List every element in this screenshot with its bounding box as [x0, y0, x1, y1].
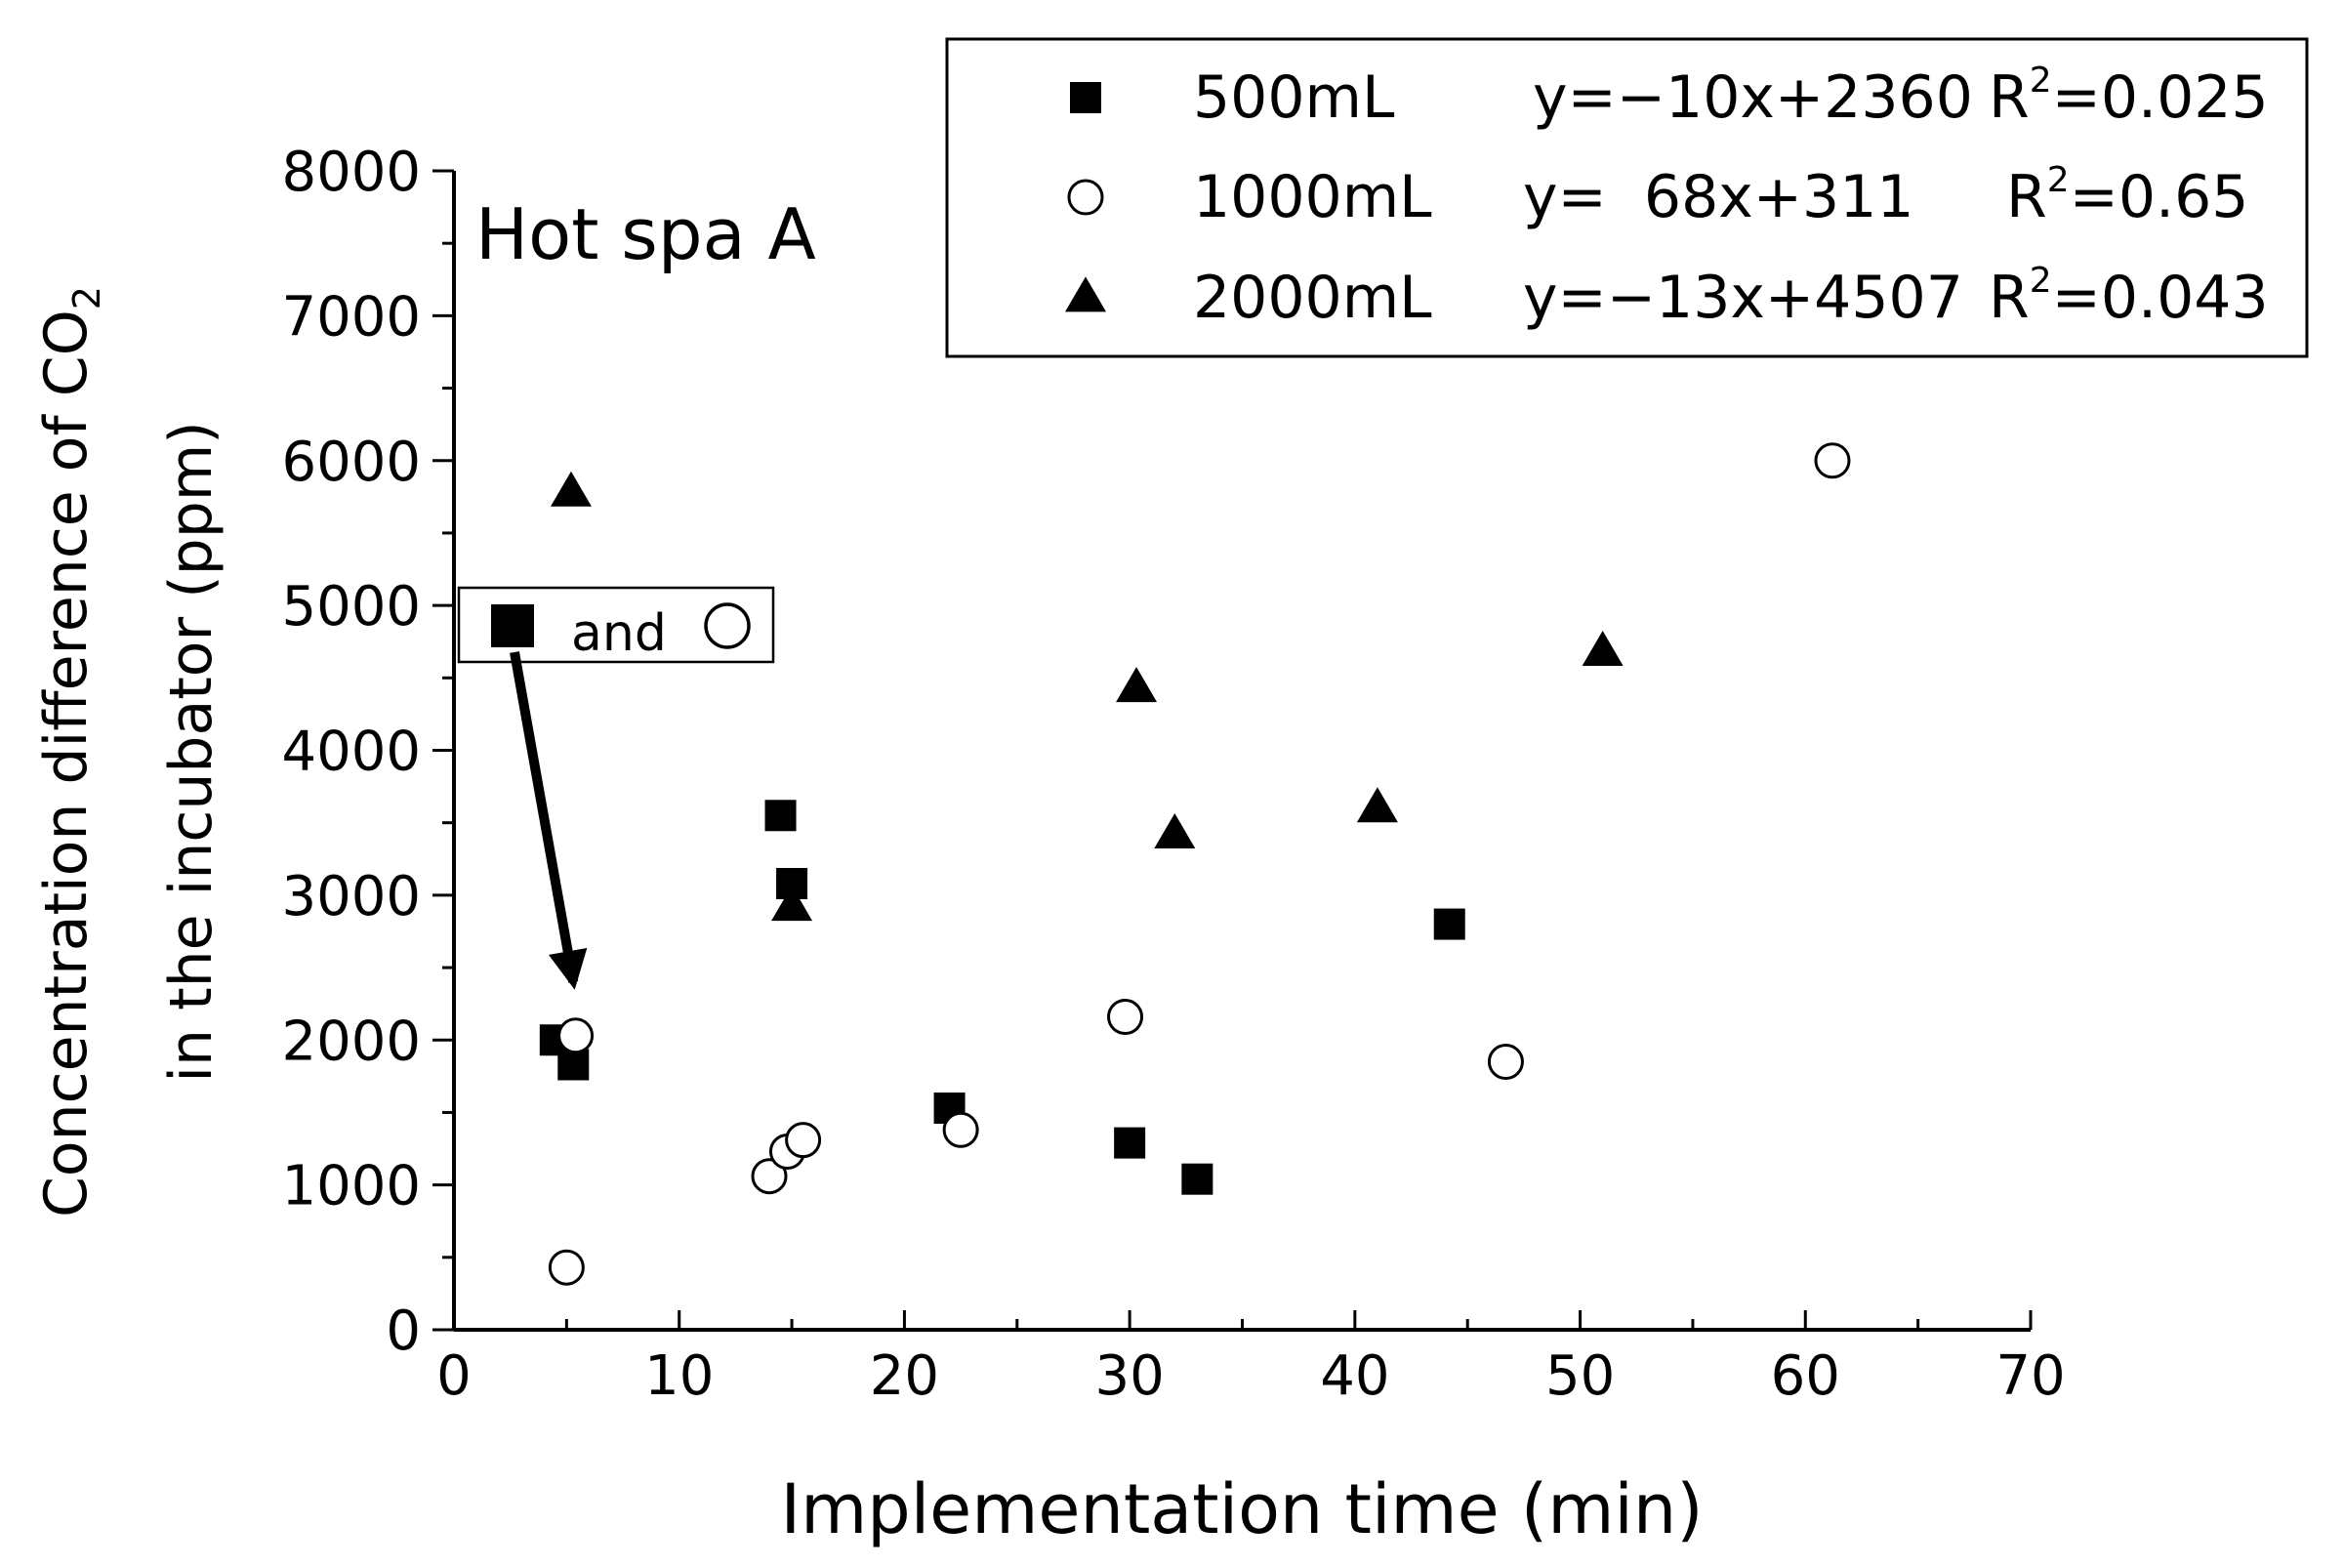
- legend-frame: [945, 37, 2309, 358]
- legend-name: 500mL: [1193, 63, 1395, 132]
- data-point: [1114, 1127, 1146, 1159]
- y-ticks: 0 1000 2000 3000 4000 5000 6000 7000 8000: [281, 141, 454, 1363]
- data-point: [1487, 1044, 1524, 1081]
- y-tick-label: 8000: [281, 141, 421, 204]
- legend-entry: 1000mL y= 68x+311 R2=0.65: [1067, 160, 2248, 231]
- legend-r2-value: =0.65: [2070, 163, 2249, 231]
- data-point: [751, 1158, 788, 1195]
- data-point: [771, 886, 813, 922]
- y-axis-title-main: Concentration difference of CO: [32, 309, 101, 1217]
- callout-text: and: [571, 604, 667, 663]
- x-tick-label: 10: [644, 1344, 714, 1408]
- series-500mL: [539, 800, 1465, 1195]
- x-ticks: 0 10 20 30 40 50 60 70: [436, 1310, 2066, 1408]
- legend-marker: [1065, 276, 1106, 312]
- data-point: [550, 471, 592, 507]
- legend-entry: 2000mL y=−13x+4507 R2=0.043: [1065, 261, 2269, 332]
- legend-r2-sup: 2: [2047, 160, 2070, 200]
- data-points: [539, 442, 1851, 1286]
- chart-title: Hot spa A: [475, 193, 816, 275]
- x-tick-label: 20: [870, 1344, 939, 1408]
- legend-marker: [1070, 82, 1101, 113]
- y-tick-label: 5000: [281, 575, 421, 639]
- x-tick-label: 70: [1995, 1344, 2065, 1408]
- legend-r2-prefix: R: [1989, 264, 2030, 332]
- legend-r2-value: =0.025: [2052, 63, 2269, 132]
- x-tick-label: 60: [1771, 1344, 1840, 1408]
- legend-r2-sup: 2: [2030, 261, 2052, 301]
- x-axis-title: Implementation time (min): [780, 1469, 1703, 1549]
- data-point: [1433, 908, 1465, 940]
- data-point: [1181, 1163, 1213, 1195]
- series-2000mL: [550, 471, 1624, 922]
- data-point: [1116, 667, 1158, 703]
- legend-r2-prefix: R: [1989, 63, 2030, 132]
- legend-equation: y= 68x+311: [1523, 163, 1914, 231]
- y-tick-label: 7000: [281, 285, 421, 349]
- data-point: [1814, 442, 1851, 479]
- legend-r2-value: =0.043: [2052, 264, 2269, 332]
- callout-square-marker: [491, 604, 534, 647]
- legend-r2: R2=0.65: [2006, 160, 2248, 231]
- legend-marker: [1067, 179, 1104, 216]
- legend-r2-prefix: R: [2006, 163, 2047, 231]
- y-axis-title-subscript: 2: [65, 286, 108, 309]
- data-point: [548, 1249, 585, 1286]
- x-tick-label: 50: [1545, 1344, 1615, 1408]
- legend-r2-sup: 2: [2030, 61, 2052, 101]
- data-point: [1356, 787, 1398, 823]
- data-point: [557, 1049, 590, 1081]
- legend-equation: y=−13x+4507: [1523, 264, 1963, 332]
- data-point: [942, 1111, 979, 1148]
- y-tick-label: 2000: [281, 1010, 421, 1073]
- y-tick-label: 1000: [281, 1155, 421, 1218]
- callout-annotation: and: [457, 586, 775, 990]
- data-point: [557, 1017, 595, 1054]
- legend-equation: y=−10x+2360: [1533, 63, 1973, 132]
- legend-r2: R2=0.025: [1989, 61, 2269, 132]
- data-point: [1582, 631, 1624, 667]
- legend-name: 1000mL: [1193, 163, 1432, 231]
- legend-entry: 500mL y=−10x+2360 R2=0.025: [1070, 61, 2269, 132]
- x-tick-label: 0: [436, 1344, 472, 1408]
- legend-r2: R2=0.043: [1989, 261, 2269, 332]
- y-axis-title-line1: Concentration difference of CO2: [32, 286, 108, 1217]
- data-point: [1107, 999, 1144, 1036]
- callout-circle-marker: [704, 602, 751, 649]
- x-tick-label: 30: [1095, 1344, 1165, 1408]
- y-axis-title: Concentration difference of CO2: [32, 286, 108, 1217]
- data-point: [785, 1122, 822, 1159]
- series-1000mL: [548, 442, 1851, 1286]
- y-axis-title-line2: in the incubator (ppm): [157, 421, 226, 1082]
- y-tick-label: 6000: [281, 431, 421, 494]
- callout-arrow: [510, 651, 588, 990]
- y-tick-label: 0: [386, 1300, 421, 1363]
- legend-name: 2000mL: [1193, 264, 1432, 332]
- y-axis-title-2: in the incubator (ppm): [157, 421, 226, 1082]
- y-tick-label: 3000: [281, 865, 421, 928]
- data-point: [764, 800, 797, 832]
- x-tick-label: 40: [1320, 1344, 1389, 1408]
- y-tick-label: 4000: [281, 721, 421, 784]
- data-point: [1154, 812, 1196, 848]
